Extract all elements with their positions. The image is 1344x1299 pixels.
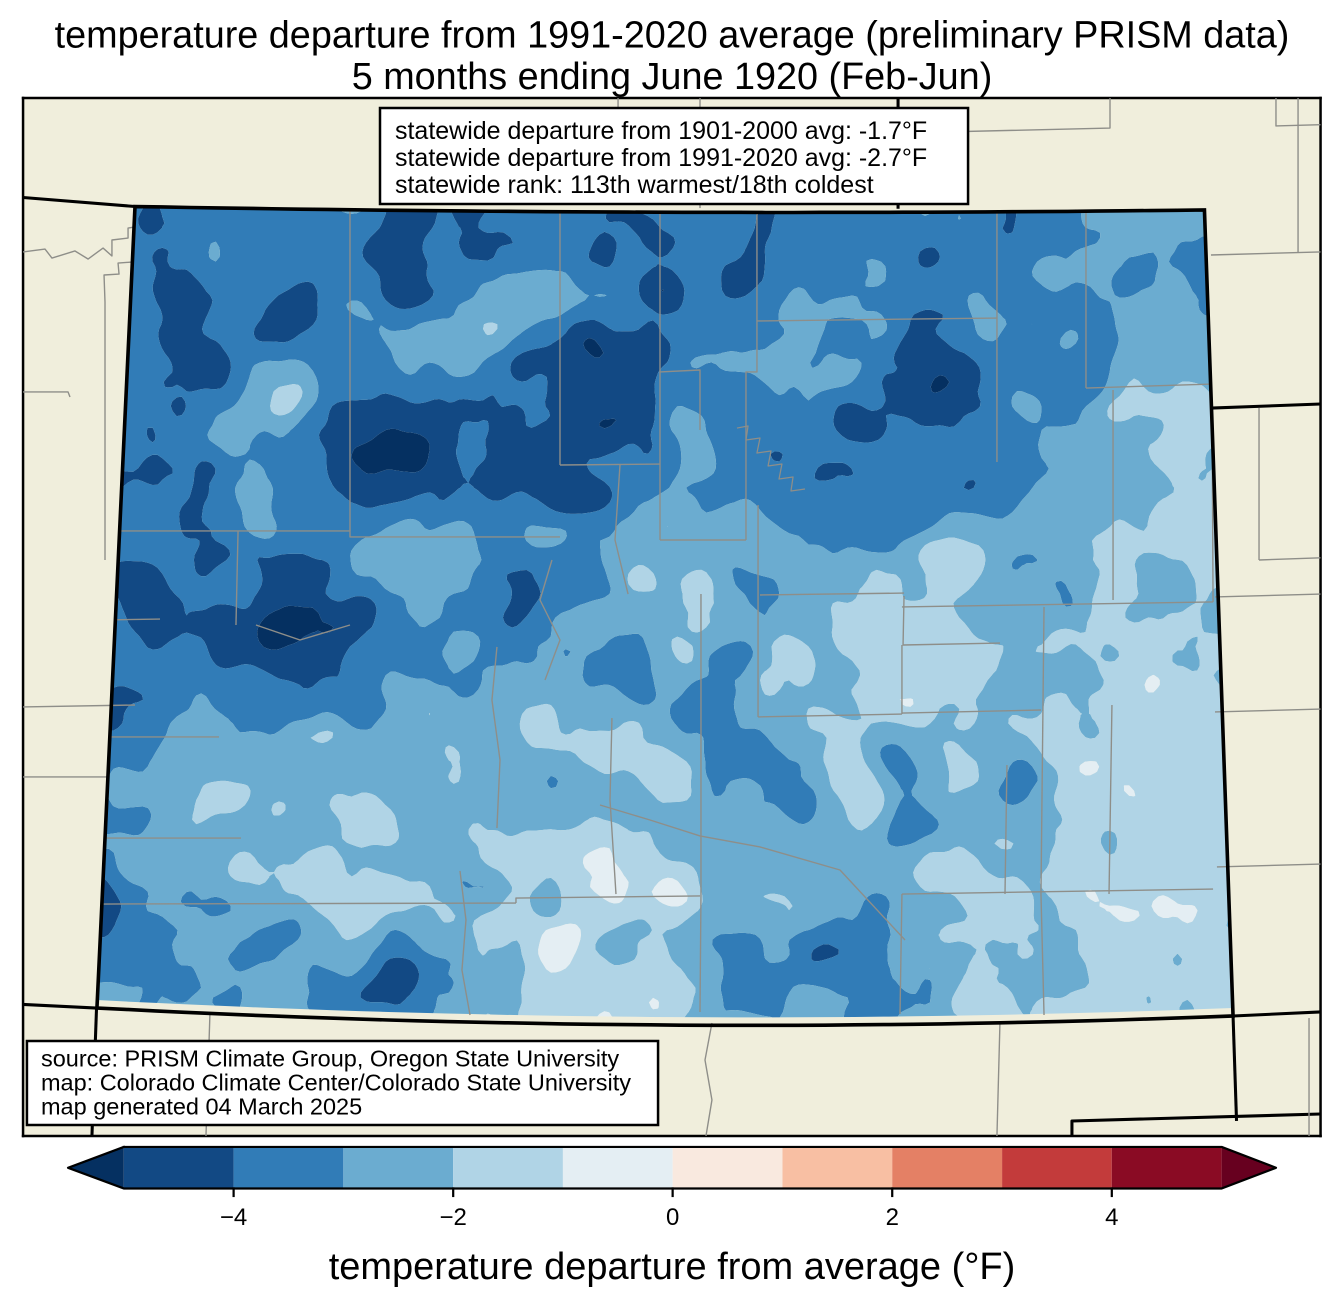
svg-text:map: Colorado Climate Center/C: map: Colorado Climate Center/Colorado St… xyxy=(41,1069,631,1095)
svg-text:5 months ending June 1920 (Feb: 5 months ending June 1920 (Feb-Jun) xyxy=(352,56,993,98)
svg-text:0: 0 xyxy=(666,1204,679,1231)
svg-text:statewide departure from 1991-: statewide departure from 1991-2020 avg: … xyxy=(395,144,927,172)
svg-text:map generated 04 March 2025: map generated 04 March 2025 xyxy=(41,1093,362,1119)
svg-text:−2: −2 xyxy=(439,1204,466,1231)
svg-text:temperature departure from 199: temperature departure from 1991-2020 ave… xyxy=(55,14,1290,56)
svg-text:−4: −4 xyxy=(220,1204,247,1231)
svg-text:statewide rank: 113th warmest/: statewide rank: 113th warmest/18th colde… xyxy=(395,171,874,199)
svg-text:4: 4 xyxy=(1105,1204,1118,1231)
svg-text:source: PRISM Climate Group, O: source: PRISM Climate Group, Oregon Stat… xyxy=(41,1045,619,1071)
svg-text:statewide departure from 1901-: statewide departure from 1901-2000 avg: … xyxy=(395,117,927,145)
svg-text:temperature departure from ave: temperature departure from average (°F) xyxy=(329,1246,1016,1288)
svg-text:2: 2 xyxy=(886,1204,899,1231)
